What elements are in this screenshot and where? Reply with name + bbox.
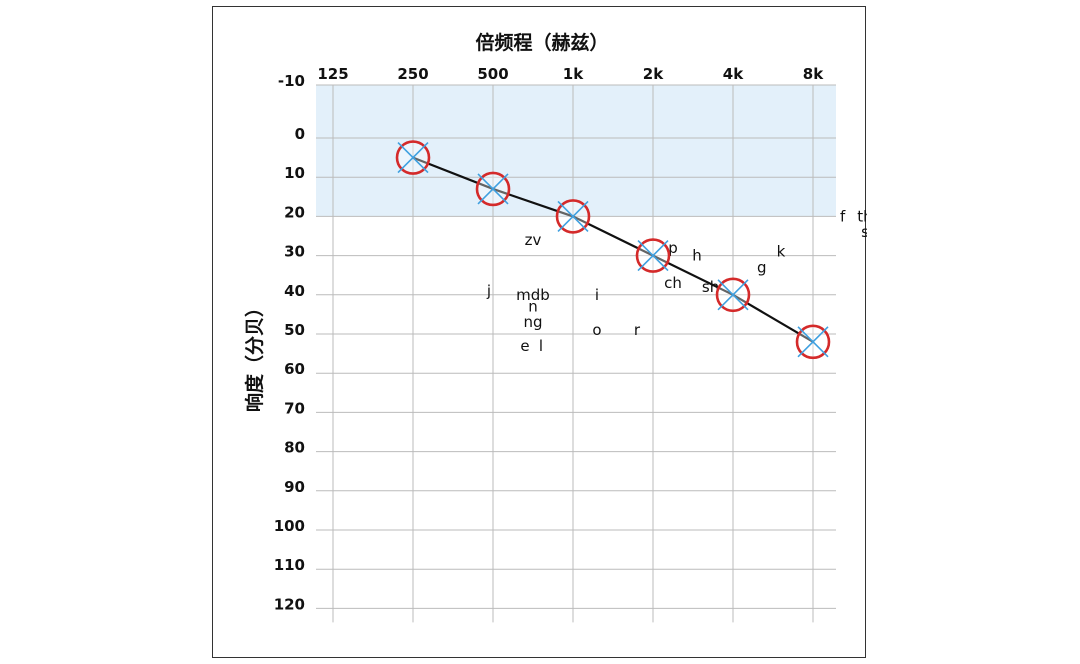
normal-hearing-band	[316, 85, 836, 217]
speech-sound-label: n	[528, 298, 538, 316]
speech-sound-label: e	[520, 337, 529, 355]
speech-sound-label: p	[668, 239, 678, 257]
x-tick-label: 125	[317, 65, 348, 83]
speech-sound-labels: zvjmdbnngeliorphchshgkfths	[486, 207, 867, 354]
x-tick-labels: 125 250 500 1k 2k 4k 8k	[317, 65, 824, 83]
speech-sound-label: o	[592, 321, 601, 339]
speech-sound-label: ng	[523, 313, 542, 331]
y-tick-label: 100	[274, 517, 305, 535]
speech-sound-label: i	[595, 286, 599, 304]
speech-sound-label: ch	[664, 274, 682, 292]
marker-cross	[557, 200, 589, 232]
x-tick-label: 500	[477, 65, 508, 83]
x-tick-label: 2k	[643, 65, 664, 83]
y-tick-label: 50	[284, 321, 305, 339]
data-point-marker	[555, 199, 591, 234]
speech-sound-label: s	[861, 223, 867, 241]
y-tick-label: 10	[284, 164, 305, 182]
data-point-marker	[715, 277, 751, 313]
y-tick-label: 30	[284, 243, 305, 261]
speech-sound-label: k	[777, 243, 786, 261]
y-tick-label: 20	[284, 203, 305, 221]
y-tick-label: 60	[284, 360, 305, 378]
y-tick-label: 90	[284, 478, 305, 496]
y-tick-label: 110	[274, 556, 305, 574]
speech-sound-label: h	[692, 247, 702, 265]
x-tick-label: 4k	[723, 65, 744, 83]
y-tick-label: -10	[278, 72, 305, 90]
x-tick-label: 1k	[563, 65, 584, 83]
chart-frame: 倍频程（赫兹） 响度（分贝） 125 250 500 1k 2k 4k 8k -10 0 10 2…	[212, 6, 867, 658]
data-point-marker	[395, 140, 431, 175]
speech-sound-label: j	[486, 282, 491, 300]
speech-sound-label: zv	[525, 231, 542, 249]
y-tick-label: 120	[274, 595, 305, 613]
x-tick-label: 250	[397, 65, 428, 83]
speech-sound-label: l	[539, 337, 543, 355]
marker-cross	[397, 142, 429, 174]
data-point-marker	[475, 171, 511, 207]
marker-cross	[797, 326, 829, 358]
speech-sound-label: g	[757, 258, 767, 276]
data-point-marker	[635, 238, 671, 273]
y-axis-title: 响度（分贝）	[243, 298, 266, 412]
markers	[395, 140, 831, 360]
y-tick-label: 80	[284, 439, 305, 457]
x-axis-title: 倍频程（赫兹）	[475, 31, 608, 54]
data-point-marker	[795, 324, 831, 360]
speech-sound-label: r	[634, 321, 641, 339]
marker-cross	[717, 279, 749, 311]
y-tick-labels: -10 0 10 20 30 40 50 60 70 80 90 100 110 120	[274, 72, 305, 613]
speech-sound-label: mdb	[516, 286, 550, 304]
y-tick-label: 40	[284, 282, 305, 300]
marker-cross	[477, 173, 509, 205]
speech-sound-label: th	[857, 207, 867, 225]
x-tick-label: 8k	[803, 65, 824, 83]
audiogram-chart: 倍频程（赫兹） 响度（分贝） 125 250 500 1k 2k 4k 8k -10 0 10 2…	[243, 31, 867, 623]
y-tick-label: 0	[295, 125, 305, 143]
speech-sound-label: f	[840, 207, 846, 225]
marker-cross	[637, 240, 669, 272]
y-tick-label: 70	[284, 399, 305, 417]
